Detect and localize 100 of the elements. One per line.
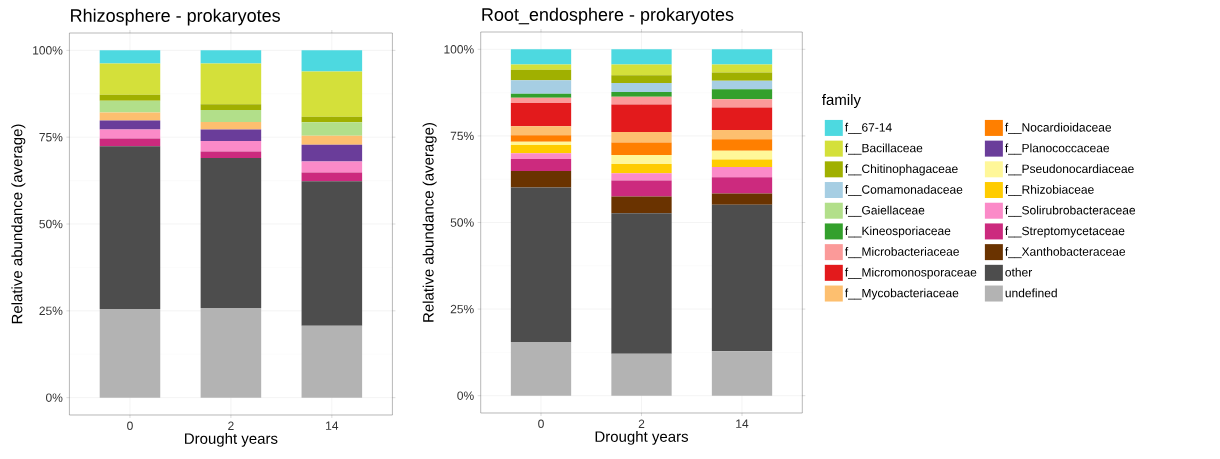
- bar: [711, 130, 773, 140]
- bar: [301, 325, 363, 398]
- bar: [510, 187, 572, 342]
- legend-label: other: [1005, 267, 1033, 277]
- y-axis-title: Relative abundance (average): [422, 123, 437, 322]
- legend-label: f__Planococcaceae: [1005, 143, 1110, 155]
- bar: [611, 132, 672, 143]
- bar: [510, 97, 572, 103]
- y-tick-label: 75%: [450, 131, 474, 141]
- bar: [99, 112, 161, 121]
- x-tick-label: 2: [638, 419, 645, 428]
- legend-title: family: [822, 94, 861, 108]
- bar: [711, 49, 773, 65]
- bar: [711, 351, 773, 396]
- bar: [510, 103, 572, 127]
- bar: [711, 99, 773, 108]
- bar: [200, 63, 262, 105]
- legend-label: f__Streptomycetaceae: [1005, 226, 1125, 238]
- chart-title: Root_endosphere - prokaryotes: [482, 7, 734, 25]
- bar: [99, 100, 161, 113]
- bar: [200, 158, 262, 309]
- bar: [99, 309, 161, 398]
- bar: [510, 141, 572, 145]
- bar: [711, 193, 773, 205]
- legend-label: f__Bacillaceae: [844, 143, 923, 155]
- y-tick-label: 50%: [450, 218, 474, 227]
- bar: [611, 75, 672, 83]
- legend-label: undefined: [1005, 288, 1057, 298]
- bar: [99, 129, 161, 139]
- bar: [611, 91, 672, 97]
- legend-label: f__Nocardioidaceae: [1005, 122, 1112, 134]
- bar: [301, 135, 363, 145]
- bar: [301, 144, 363, 162]
- legend-label: f__Pseudonocardiaceae: [1005, 164, 1134, 176]
- x-tick-label: 2: [228, 421, 234, 430]
- bar: [301, 172, 363, 182]
- bar: [510, 93, 572, 98]
- bar: [611, 196, 672, 214]
- bar: [711, 72, 773, 81]
- bar: [510, 153, 572, 160]
- x-tick-label: 0: [127, 421, 133, 431]
- bar: [711, 80, 773, 90]
- legend-label: f__Xanthobacteraceae: [1005, 247, 1126, 259]
- bar: [611, 49, 672, 65]
- chart-title: Rhizosphere - prokaryotes: [71, 8, 281, 26]
- bar: [510, 135, 572, 142]
- bar: [510, 144, 572, 154]
- bar: [510, 159, 572, 171]
- bar: [711, 177, 773, 194]
- x-tick-label: 0: [538, 419, 544, 429]
- bar: [301, 122, 363, 136]
- bar: [200, 129, 262, 141]
- bar: [510, 80, 572, 94]
- bar: [510, 69, 572, 81]
- y-tick-label: 0%: [46, 393, 63, 402]
- y-tick-label: 100%: [444, 45, 474, 54]
- bar: [99, 120, 161, 130]
- bar: [611, 96, 672, 105]
- y-tick-label: 0%: [457, 391, 474, 400]
- bar: [510, 64, 572, 70]
- bar: [611, 213, 672, 354]
- x-tick-label: 14: [326, 421, 339, 430]
- bar: [711, 107, 773, 131]
- legend-label: f__Rhizobiaceae: [1005, 184, 1094, 197]
- y-tick-label: 50%: [39, 219, 63, 229]
- bar: [510, 170, 572, 188]
- bar: [711, 150, 773, 160]
- bar: [301, 161, 363, 173]
- bar: [200, 104, 262, 111]
- bar: [711, 159, 773, 168]
- bar: [301, 50, 363, 72]
- legend-label: f__Microbacteriaceae: [844, 247, 959, 259]
- legend-label: f__Chitinophagaceae: [844, 164, 958, 176]
- bar: [611, 104, 672, 133]
- bar: [99, 138, 161, 147]
- x-axis-title: Drought years: [185, 432, 278, 447]
- bar: [611, 154, 672, 164]
- bar: [711, 204, 773, 352]
- bar: [611, 173, 672, 181]
- bar: [711, 64, 773, 73]
- bar: [510, 49, 572, 65]
- y-axis-title: Relative abundance (average): [11, 124, 26, 324]
- bar: [301, 181, 363, 326]
- legend-label: f__Gaiellaceae: [844, 205, 925, 217]
- bar: [711, 89, 773, 100]
- bar: [510, 342, 572, 396]
- bar: [99, 94, 161, 101]
- bar: [301, 71, 363, 117]
- legend-label: f__Kineosporiaceae: [844, 226, 951, 238]
- bar: [99, 50, 161, 64]
- bar: [611, 142, 672, 155]
- bar: [99, 63, 161, 95]
- bar: [200, 50, 262, 64]
- bar: [200, 151, 262, 159]
- bar: [99, 146, 161, 310]
- bar: [200, 141, 262, 152]
- legend-label: f__Mycobacteriaceae: [844, 288, 959, 300]
- bar: [611, 163, 672, 174]
- legend-label: f__Comamonadaceae: [844, 184, 963, 197]
- y-tick-label: 75%: [39, 132, 63, 142]
